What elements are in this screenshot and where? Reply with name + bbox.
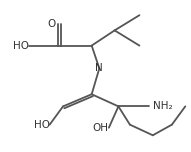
Text: HO: HO [34,120,50,130]
Text: NH₂: NH₂ [153,101,172,111]
Text: OH: OH [93,123,109,133]
Text: N: N [96,63,103,73]
Text: O: O [47,19,56,29]
Text: HO: HO [13,41,29,51]
